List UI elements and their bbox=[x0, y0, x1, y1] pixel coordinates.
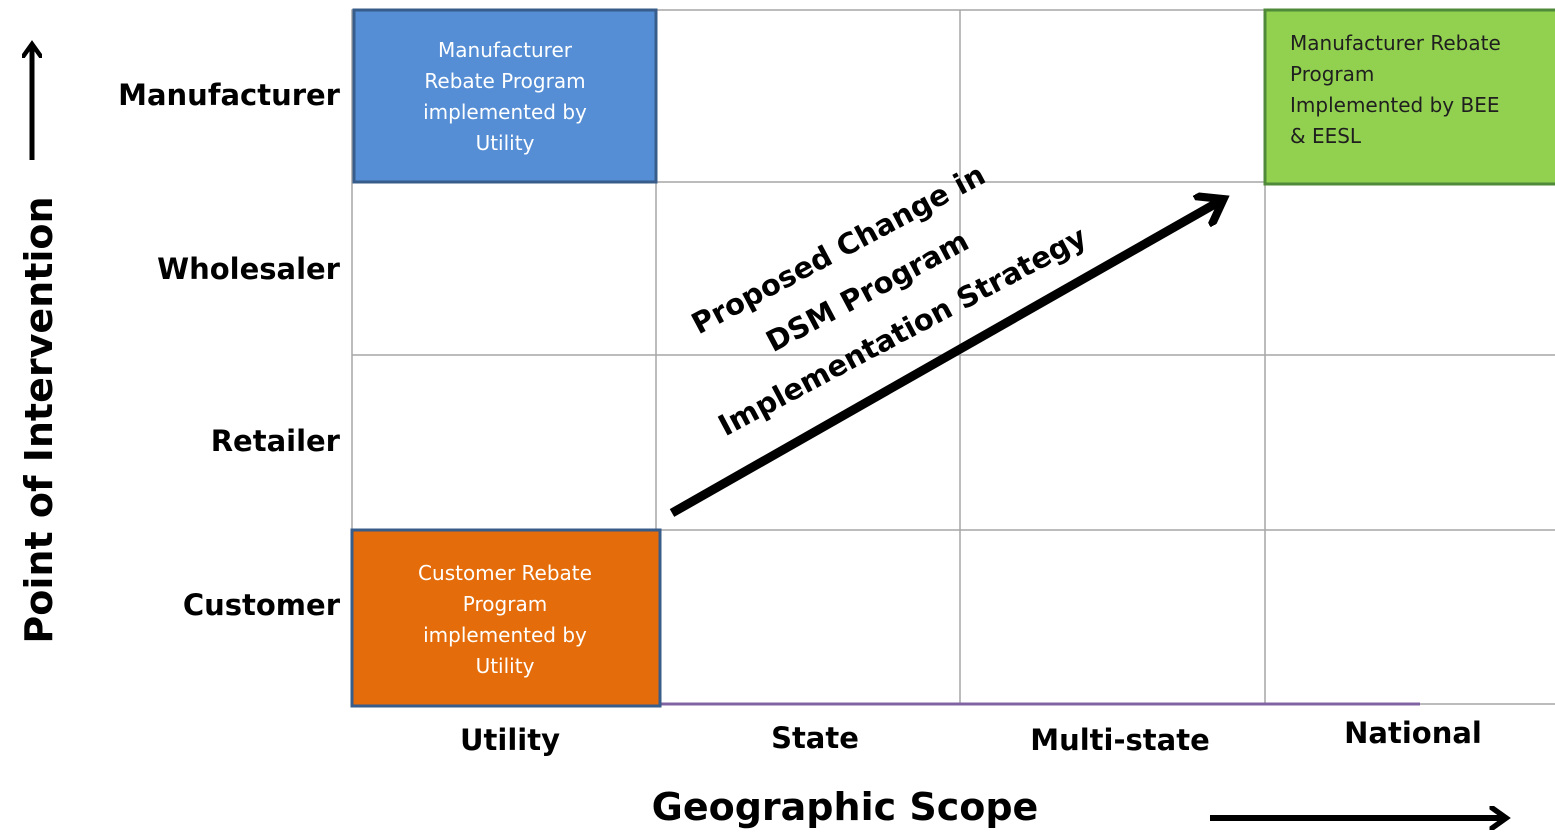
box-manufacturer-national bbox=[1263, 8, 1555, 186]
row-label: Wholesaler bbox=[157, 252, 341, 286]
box-text: Manufacturer Rebate bbox=[1290, 31, 1501, 55]
y-axis-title: Point of Intervention bbox=[17, 196, 61, 643]
box-text: Customer Rebate bbox=[418, 561, 592, 585]
box-text: Utility bbox=[476, 654, 535, 678]
box-text: Program bbox=[1290, 62, 1374, 86]
column-label: Multi-state bbox=[1030, 723, 1210, 757]
box-text: Implemented by BEE bbox=[1290, 93, 1499, 117]
box-manufacturer-utility bbox=[352, 8, 658, 184]
box-text: & EESL bbox=[1290, 124, 1362, 148]
row-label: Retailer bbox=[211, 424, 341, 458]
strategy-arrow bbox=[669, 200, 1222, 517]
box-text: implemented by bbox=[423, 100, 587, 124]
box-text: Manufacturer bbox=[438, 38, 573, 62]
box-text: Rebate Program bbox=[424, 69, 585, 93]
box-customer-utility bbox=[350, 528, 662, 708]
box-text: implemented by bbox=[423, 623, 587, 647]
column-label: National bbox=[1344, 716, 1482, 750]
row-label: Manufacturer bbox=[118, 78, 341, 112]
x-axis-title: Geographic Scope bbox=[652, 785, 1039, 829]
row-label: Customer bbox=[183, 588, 341, 622]
box-text: Program bbox=[463, 592, 547, 616]
column-label: State bbox=[771, 721, 859, 755]
column-label: Utility bbox=[460, 723, 560, 757]
box-text: Utility bbox=[476, 131, 535, 155]
